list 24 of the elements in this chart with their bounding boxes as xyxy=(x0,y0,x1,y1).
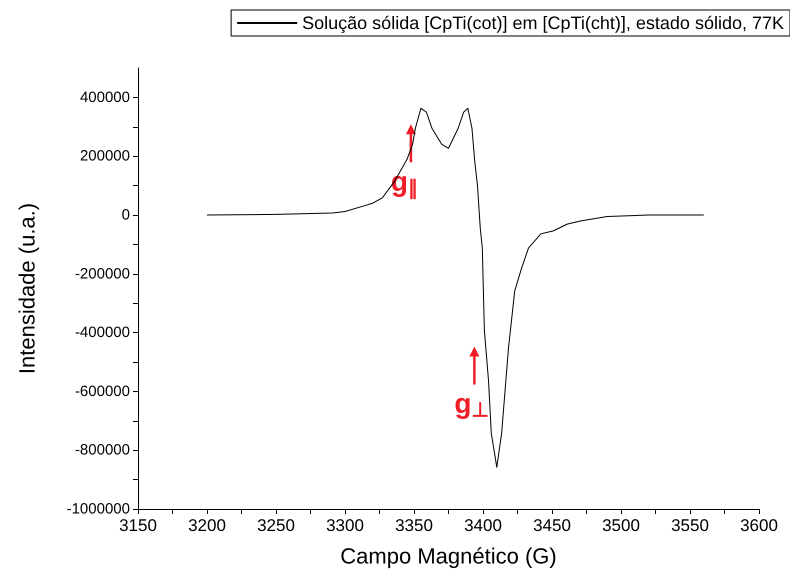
y-tick-label: -1000000 xyxy=(66,500,130,518)
x-tick-label: 3350 xyxy=(395,516,433,535)
annotation: g⊥ xyxy=(454,388,488,422)
x-tick-label: 3450 xyxy=(533,516,571,535)
y-tick-label: -200000 xyxy=(74,265,130,282)
y-tick-label: -400000 xyxy=(74,324,130,342)
x-tick-label: 3200 xyxy=(188,516,226,535)
y-axis-title: Intensidade (u.a.) xyxy=(14,202,40,374)
y-tick-label: 0 xyxy=(122,206,130,224)
y-tick-label: 400000 xyxy=(80,88,130,106)
x-tick-label: 3500 xyxy=(602,516,640,535)
x-tick-label: 3400 xyxy=(464,516,502,535)
x-axis-title: Campo Magnético (G) xyxy=(340,544,557,568)
legend-label: Solução sólida [CpTi(cot)] em [CpTi(cht)], estado sólido, 77K xyxy=(302,13,784,33)
x-tick-label: 3300 xyxy=(326,516,364,535)
y-tick-label: -600000 xyxy=(74,382,130,400)
x-tick-label: 3600 xyxy=(740,516,778,535)
annotation: g∥ xyxy=(390,166,418,200)
x-tick-label: 3150 xyxy=(119,516,157,535)
line-series xyxy=(206,108,704,468)
y-tick-label: 200000 xyxy=(80,148,130,165)
x-tick-label: 3250 xyxy=(257,516,295,535)
x-tick-label: 3550 xyxy=(671,516,709,535)
y-tick-label: -800000 xyxy=(74,442,130,459)
